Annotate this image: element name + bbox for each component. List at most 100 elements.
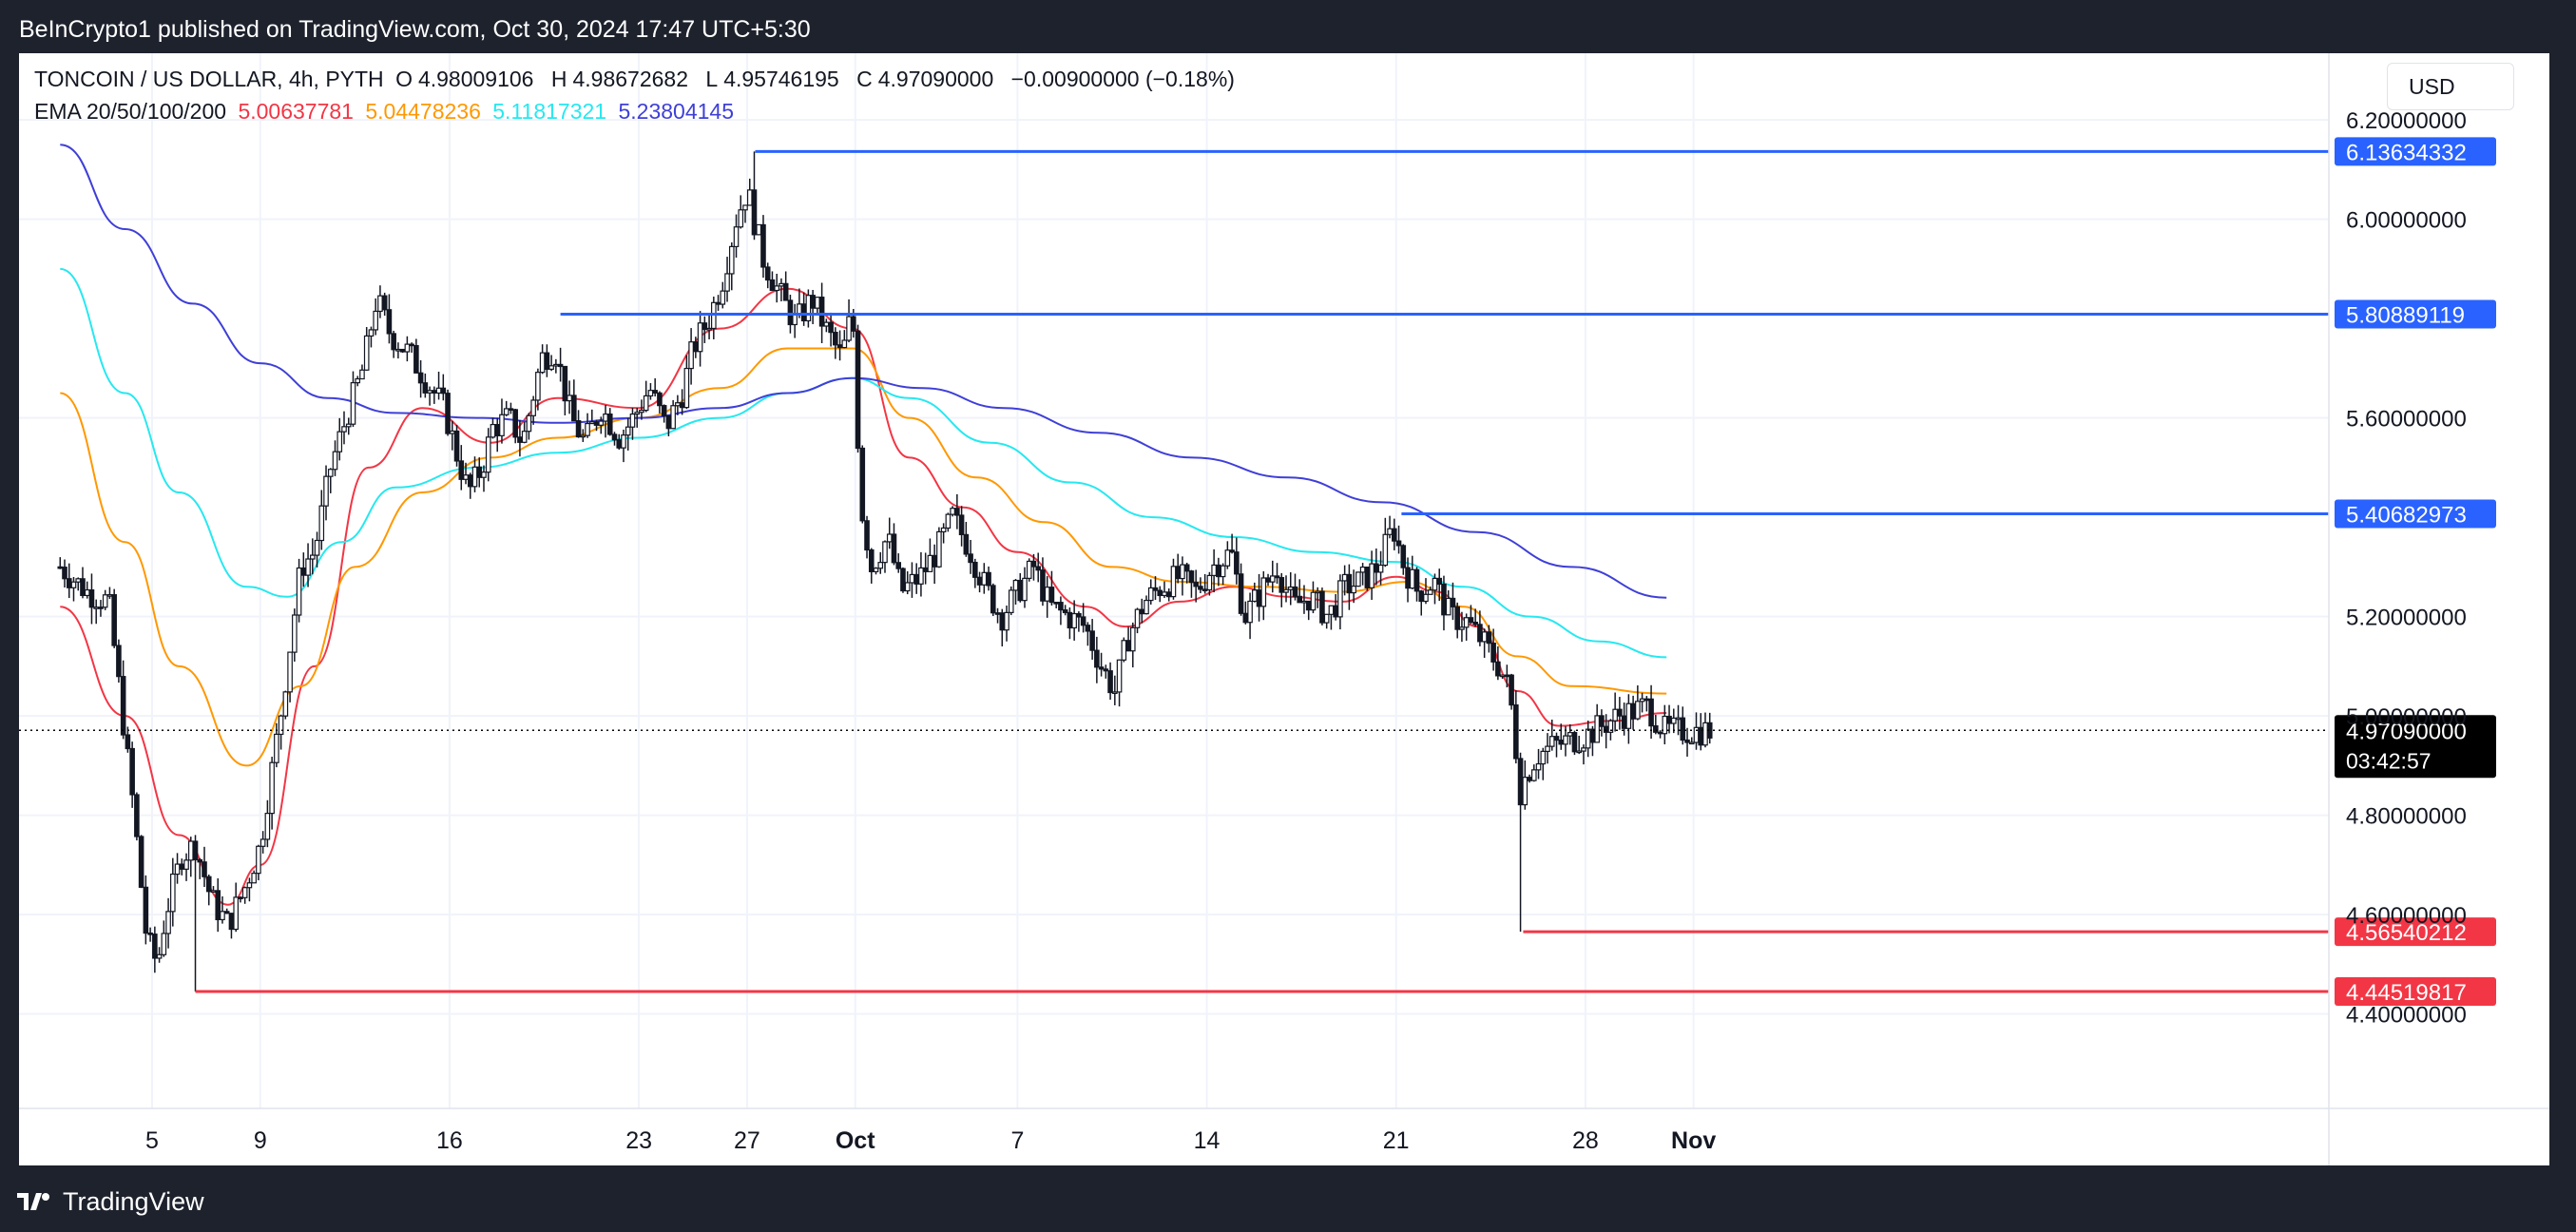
y-tick-label: 4.60000000	[2346, 903, 2467, 929]
candle-body	[98, 606, 104, 609]
candle-body	[66, 578, 72, 588]
candle-body	[341, 426, 347, 433]
x-tick-label: 7	[1010, 1127, 1024, 1154]
candle-body	[413, 345, 419, 374]
ema-label[interactable]: EMA 20/50/100/200	[34, 99, 227, 124]
candle-body	[1364, 566, 1371, 588]
candle-body	[571, 395, 577, 422]
candle-body	[760, 223, 766, 268]
candle-body	[432, 390, 437, 395]
candle-body	[823, 321, 830, 327]
currency-button[interactable]: USD	[2387, 63, 2514, 110]
candle-body	[639, 409, 644, 414]
candle-body	[1666, 715, 1672, 724]
resistance-price-label: 6.13634332	[2346, 140, 2467, 165]
candle-body	[530, 399, 536, 416]
resistance-label-bg	[2335, 299, 2496, 329]
candle-body	[1094, 649, 1100, 668]
candle-body	[621, 434, 626, 449]
resistance-price-label: 5.80889119	[2346, 302, 2465, 328]
candle-body	[774, 285, 779, 292]
candle-body	[1198, 586, 1203, 590]
candle-body	[1089, 630, 1095, 651]
x-tick-label: 27	[734, 1127, 760, 1154]
candle-body	[481, 472, 487, 478]
candle-body	[1486, 631, 1492, 645]
candle-body	[950, 508, 955, 515]
candle-body	[728, 245, 735, 275]
candle-body	[1116, 659, 1123, 693]
candle-body	[693, 341, 699, 353]
candle-body	[440, 387, 447, 395]
close-value: 4.97090000	[877, 67, 994, 91]
candle-body	[606, 413, 613, 435]
candle-body	[1513, 704, 1519, 760]
ema-line-ema200	[60, 144, 1667, 599]
candle-body	[958, 514, 965, 536]
candle-body	[1323, 613, 1330, 624]
candle-body	[981, 571, 988, 586]
candle-body	[494, 423, 501, 436]
candle-body	[1287, 586, 1294, 590]
candle-body	[1509, 674, 1514, 706]
candle-body	[147, 932, 153, 935]
candle-body	[435, 387, 442, 395]
candle-body	[1477, 624, 1483, 643]
candle-body	[661, 405, 667, 416]
last-price-label: 4.97090000	[2346, 719, 2467, 744]
candle-body	[864, 520, 870, 551]
candle-body	[1387, 528, 1393, 535]
candle-body	[1256, 589, 1262, 607]
x-tick-label: 21	[1383, 1127, 1410, 1154]
y-tick-label: 5.20000000	[2346, 606, 2467, 631]
candle-body	[797, 303, 802, 316]
candle-body	[1468, 617, 1474, 624]
candle-body	[409, 343, 414, 347]
candle-body	[936, 530, 942, 568]
candle-body	[1553, 736, 1560, 741]
candle-body	[1175, 566, 1182, 580]
candle-body	[954, 508, 960, 516]
candle-body	[629, 414, 636, 428]
candle-body	[152, 934, 158, 959]
price-chart[interactable]: 6.13634332 5.80889119 5.40682973 4.56540212…	[19, 53, 2549, 1165]
countdown-label: 03:42:57	[2346, 748, 2432, 773]
candle-body	[544, 352, 550, 370]
candle-body	[1048, 587, 1055, 604]
candle-body	[764, 266, 771, 281]
candle-body	[634, 412, 641, 415]
candle-body	[1382, 533, 1389, 567]
chart-panel[interactable]: 6.13634332 5.80889119 5.40682973 4.56540212…	[19, 53, 2549, 1165]
candle-body	[363, 335, 370, 371]
candle-body	[927, 554, 933, 572]
symbol-name[interactable]: TONCOIN / US DOLLAR, 4h, PYTH	[34, 67, 384, 91]
candle-body	[241, 887, 248, 898]
candle-body	[256, 845, 261, 875]
candle-body	[792, 313, 798, 326]
candle-body	[1617, 708, 1623, 717]
candle-body	[1432, 577, 1438, 591]
tradingview-brand[interactable]: TradingView	[63, 1186, 204, 1216]
candle-body	[1188, 570, 1195, 584]
ema50-value: 5.04478236	[365, 99, 481, 124]
candle-body	[670, 405, 676, 430]
candle-body	[467, 474, 473, 488]
candle-body	[1558, 739, 1565, 745]
candle-body	[643, 395, 649, 412]
candle-body	[1333, 605, 1338, 618]
candle-body	[1662, 715, 1668, 735]
candle-body	[269, 761, 275, 815]
y-tick-label: 4.80000000	[2346, 804, 2467, 830]
candle-body	[238, 896, 243, 899]
candle-body	[756, 223, 762, 236]
high-value: 4.98672682	[572, 67, 688, 91]
candle-body	[1180, 564, 1185, 580]
candle-body	[1337, 580, 1343, 618]
candle-body	[165, 911, 171, 934]
ema200-value: 5.23804145	[618, 99, 734, 124]
candle-body	[800, 303, 807, 322]
candle-body	[1125, 640, 1131, 652]
ema100-value: 5.11817321	[492, 99, 607, 124]
candle-body	[404, 343, 411, 353]
x-tick-label: Oct	[836, 1127, 875, 1154]
